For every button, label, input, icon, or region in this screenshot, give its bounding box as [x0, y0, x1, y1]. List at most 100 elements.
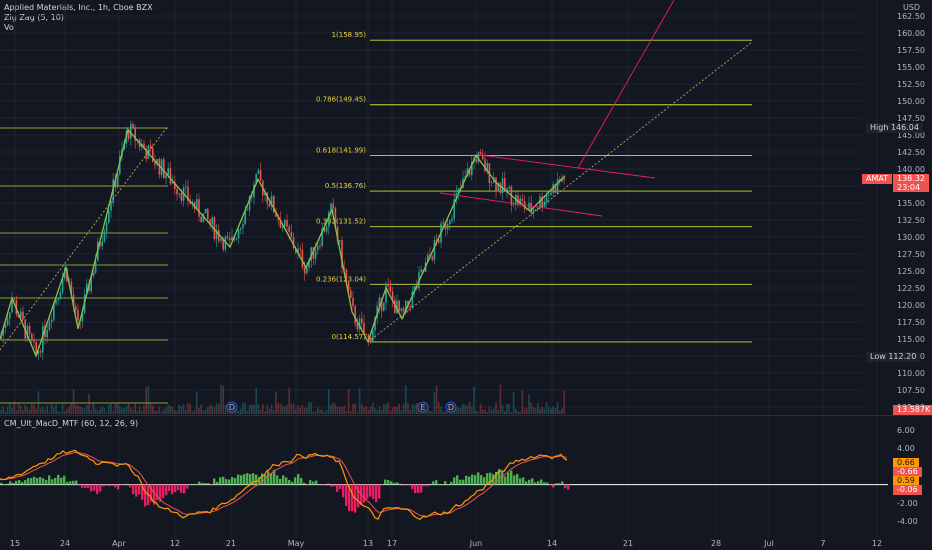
fib-label-2: 0.618(141.99) — [316, 146, 366, 154]
volume-bar — [134, 403, 136, 414]
volume-bar — [99, 408, 101, 414]
macd-hist-bar — [378, 484, 381, 499]
volume-bar — [411, 404, 414, 414]
volume-bar — [413, 404, 416, 414]
volume-bar — [103, 408, 106, 414]
candle-body — [39, 351, 42, 353]
macd-hist-bar — [429, 483, 432, 485]
macd-hist-bar — [468, 476, 471, 485]
macd-hist-bar — [357, 484, 360, 508]
candle-body — [490, 182, 493, 184]
macd-hist-bar — [309, 480, 312, 485]
macd-hist-bar — [393, 482, 396, 485]
volume-bar — [387, 402, 389, 414]
volume-bar — [31, 404, 33, 414]
price-tick-3: 155.00 — [897, 63, 925, 72]
macd-hist-bar — [135, 484, 138, 497]
macd-hist-bar — [33, 476, 36, 485]
volume-bar — [108, 404, 110, 414]
volume-bar — [468, 402, 471, 414]
volume-bar — [369, 406, 372, 414]
indicator-volume[interactable]: Vol — [4, 23, 16, 32]
volume-bar — [141, 411, 143, 414]
candle-body — [35, 341, 37, 355]
candle-body — [400, 308, 403, 312]
candle-body — [389, 285, 392, 292]
volume-bar — [323, 411, 326, 414]
macd-hist-bar — [240, 475, 243, 485]
candle-body — [367, 335, 370, 338]
volume-bar — [53, 407, 55, 414]
volume-bar — [466, 405, 469, 414]
macd-hist-bar — [420, 484, 423, 493]
price-tick-13: 130.00 — [897, 233, 925, 242]
candle-body — [57, 297, 59, 301]
candle-body — [163, 159, 165, 179]
candle-body — [20, 311, 22, 318]
volume-bar — [303, 407, 306, 414]
volume-bar — [57, 411, 59, 414]
volume-bar — [407, 402, 409, 414]
candle-body — [543, 201, 546, 207]
volume-bar — [86, 405, 88, 414]
volume-bar — [409, 409, 411, 414]
macd-hist-bar — [231, 477, 234, 485]
volume-bar — [334, 403, 337, 414]
volume-bar — [119, 406, 121, 414]
candle-body — [72, 294, 75, 307]
candle-body — [284, 219, 286, 227]
volume-bar — [240, 408, 242, 414]
macd-hist-bar — [183, 484, 186, 494]
volume-bar — [66, 408, 68, 414]
volume-bar — [501, 405, 504, 414]
candle-body — [70, 281, 73, 295]
candle-body — [383, 302, 385, 311]
macd-hist-bar — [153, 484, 156, 505]
macd-hist-bar — [459, 479, 462, 485]
volume-bar — [383, 404, 385, 414]
candle-body — [248, 196, 251, 211]
macd-hist-bar — [390, 481, 393, 485]
volume-bar — [548, 407, 550, 414]
volume-bar — [110, 402, 112, 414]
volume-bar — [75, 404, 77, 414]
candle-body — [180, 193, 183, 201]
pane-divider[interactable] — [0, 415, 932, 416]
volume-bar — [319, 409, 321, 414]
candle-body — [103, 231, 106, 242]
candle-body — [378, 297, 381, 306]
candle-body — [449, 220, 451, 225]
candle-body — [306, 267, 308, 274]
macd-indicator-title[interactable]: CM_Ult_MacD_MTF (60, 12, 26, 9) — [4, 419, 139, 428]
candle-body — [468, 168, 471, 176]
volume-bar — [101, 406, 103, 414]
candle-body — [229, 238, 231, 241]
indicator-zigzag[interactable]: Zig Zag (5, 10) — [4, 13, 64, 22]
volume-bar — [211, 405, 213, 414]
candle-body — [339, 240, 341, 242]
macd-hist-bar — [108, 484, 111, 487]
macd-hist-bar — [381, 484, 384, 486]
volume-bar — [506, 403, 508, 414]
macd-hist-bar — [534, 482, 537, 485]
candle-body — [407, 300, 409, 307]
currency-label: USD — [903, 3, 920, 12]
macd-value-3: 0.59 — [897, 476, 915, 485]
volume-bar — [341, 406, 343, 414]
volume-bar — [306, 407, 308, 414]
volume-bar — [15, 410, 18, 414]
macd-hist-bar — [213, 478, 216, 485]
time-tick-7: 17 — [387, 539, 397, 548]
candle-body — [266, 192, 268, 204]
volume-bar — [90, 410, 92, 414]
candle-body — [288, 226, 290, 232]
volume-bar — [222, 385, 224, 414]
volume-bar — [314, 411, 317, 414]
macd-hist-bar — [414, 484, 417, 494]
candle-body — [152, 148, 154, 163]
candle-body — [385, 284, 387, 303]
price-tick-17: 120.00 — [897, 301, 925, 310]
candle-body — [539, 196, 541, 209]
volume-bar — [482, 409, 484, 414]
